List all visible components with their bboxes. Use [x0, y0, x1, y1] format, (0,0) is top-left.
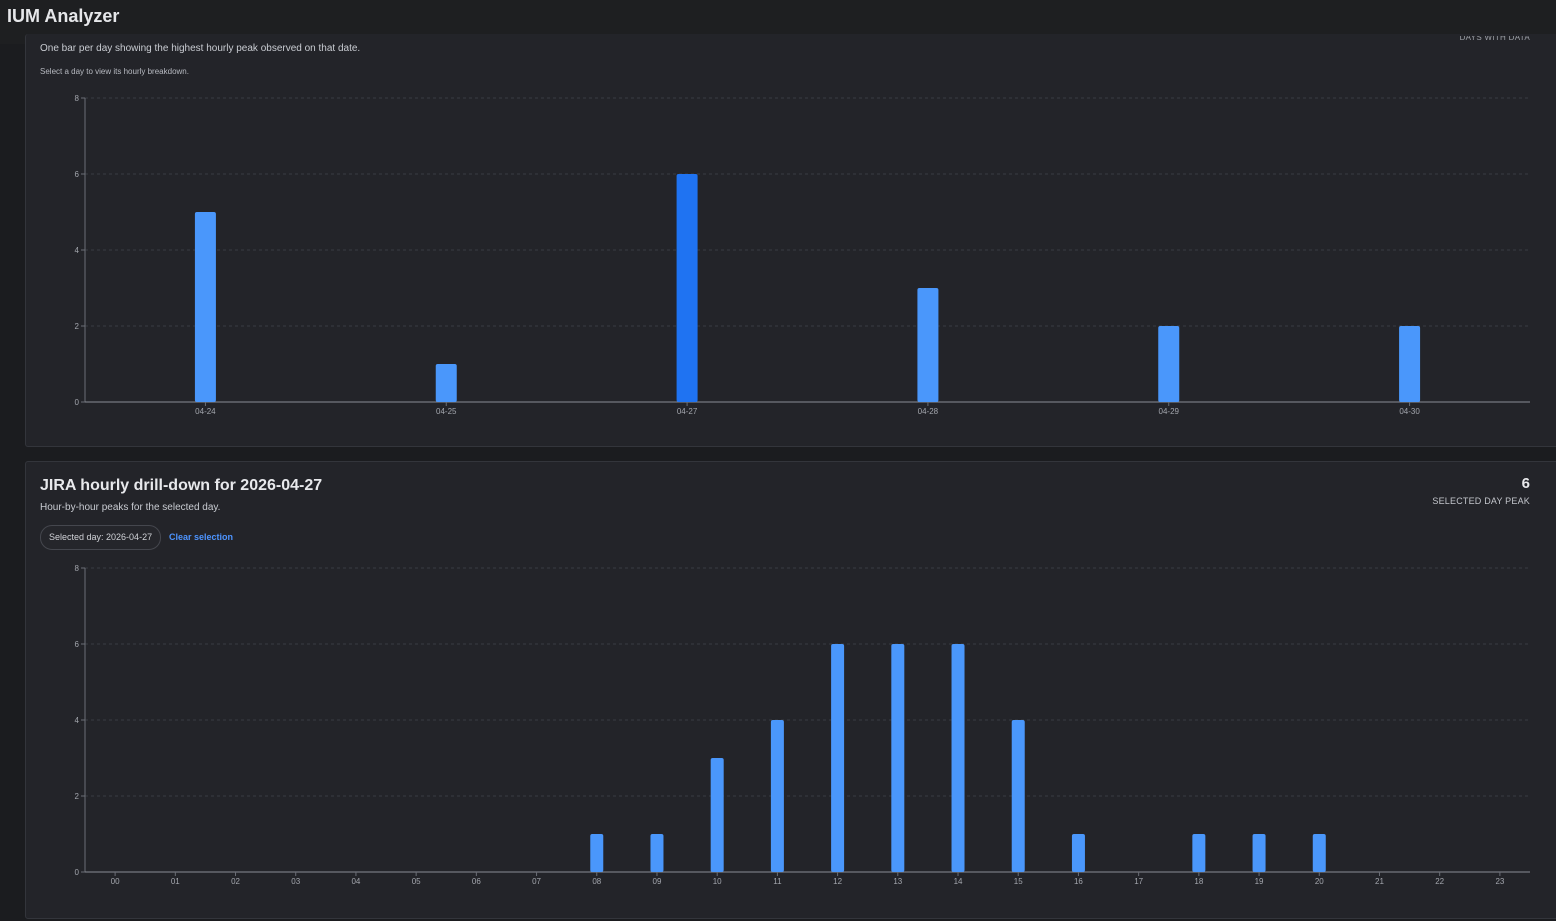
y-tick-label: 8	[75, 94, 80, 103]
clear-selection-button[interactable]: Clear selection	[169, 532, 234, 542]
bar-13	[891, 644, 905, 872]
bar-04-30[interactable]	[1399, 326, 1421, 402]
bar-04-29[interactable]	[1158, 326, 1180, 402]
bar-19	[1252, 834, 1266, 872]
left-rail	[0, 44, 25, 921]
x-tick-label: 16	[1074, 877, 1083, 886]
daily-subtitle: One bar per day showing the highest hour…	[40, 43, 361, 54]
y-tick-label: 0	[75, 868, 80, 877]
bar-15	[1011, 720, 1025, 872]
daily-hint: Select a day to view its hourly breakdow…	[40, 67, 189, 76]
daily-peaks-panel: DAYS WITH DATA One bar per day showing t…	[25, 34, 1556, 447]
x-tick-label: 10	[713, 877, 722, 886]
x-tick-label: 03	[291, 877, 300, 886]
x-tick-label: 04-25	[436, 407, 457, 416]
bar-04-24[interactable]	[194, 212, 216, 402]
x-tick-label: 04-27	[677, 407, 698, 416]
bar-11	[770, 720, 784, 872]
x-tick-label: 05	[412, 877, 421, 886]
x-tick-label: 20	[1315, 877, 1324, 886]
bar-20	[1312, 834, 1326, 872]
bar-04-25[interactable]	[435, 364, 457, 402]
x-tick-label: 00	[111, 877, 120, 886]
x-tick-label: 23	[1495, 877, 1504, 886]
bar-04-28[interactable]	[917, 288, 939, 402]
x-tick-label: 09	[653, 877, 662, 886]
bar-04-27[interactable]	[676, 174, 698, 402]
y-tick-label: 6	[75, 640, 80, 649]
x-tick-label: 04-28	[918, 407, 939, 416]
days-with-data-label: DAYS WITH DATA	[1459, 36, 1530, 42]
x-tick-label: 07	[532, 877, 541, 886]
x-tick-label: 02	[231, 877, 240, 886]
bar-12	[831, 644, 845, 872]
x-tick-label: 13	[893, 877, 902, 886]
bar-14	[951, 644, 965, 872]
y-tick-label: 4	[75, 716, 80, 725]
x-tick-label: 15	[1014, 877, 1023, 886]
x-tick-label: 04-24	[195, 407, 216, 416]
x-tick-label: 17	[1134, 877, 1143, 886]
hourly-drilldown-panel: JIRA hourly drill-down for 2026-04-27 Ho…	[25, 461, 1556, 919]
x-tick-label: 21	[1375, 877, 1384, 886]
x-tick-label: 06	[472, 877, 481, 886]
x-tick-label: 12	[833, 877, 842, 886]
x-tick-label: 01	[171, 877, 180, 886]
x-tick-label: 11	[773, 877, 782, 886]
bar-09	[650, 834, 664, 872]
y-tick-label: 4	[75, 246, 80, 255]
y-tick-label: 0	[75, 398, 80, 407]
hourly-subtitle: Hour-by-hour peaks for the selected day.	[40, 502, 221, 513]
y-tick-label: 2	[75, 792, 80, 801]
x-tick-label: 18	[1194, 877, 1203, 886]
y-tick-label: 8	[75, 564, 80, 573]
x-tick-label: 19	[1255, 877, 1264, 886]
x-tick-label: 14	[954, 877, 963, 886]
x-tick-label: 08	[592, 877, 601, 886]
hourly-title: JIRA hourly drill-down for 2026-04-27	[40, 477, 323, 494]
x-tick-label: 04-29	[1159, 407, 1180, 416]
x-tick-label: 22	[1435, 877, 1444, 886]
x-tick-label: 04-30	[1399, 407, 1420, 416]
x-tick-label: 04	[351, 877, 360, 886]
selected-day-chip: Selected day: 2026-04-27	[40, 525, 162, 550]
bar-18	[1192, 834, 1206, 872]
y-tick-label: 6	[75, 170, 80, 179]
bar-10	[710, 758, 724, 872]
selected-day-peak-label: SELECTED DAY PEAK	[1432, 496, 1530, 506]
bar-16	[1071, 834, 1085, 872]
y-tick-label: 2	[75, 322, 80, 331]
app-title: IUM Analyzer	[7, 6, 120, 26]
selected-day-peak-value: 6	[1521, 475, 1530, 492]
bar-08	[590, 834, 604, 872]
